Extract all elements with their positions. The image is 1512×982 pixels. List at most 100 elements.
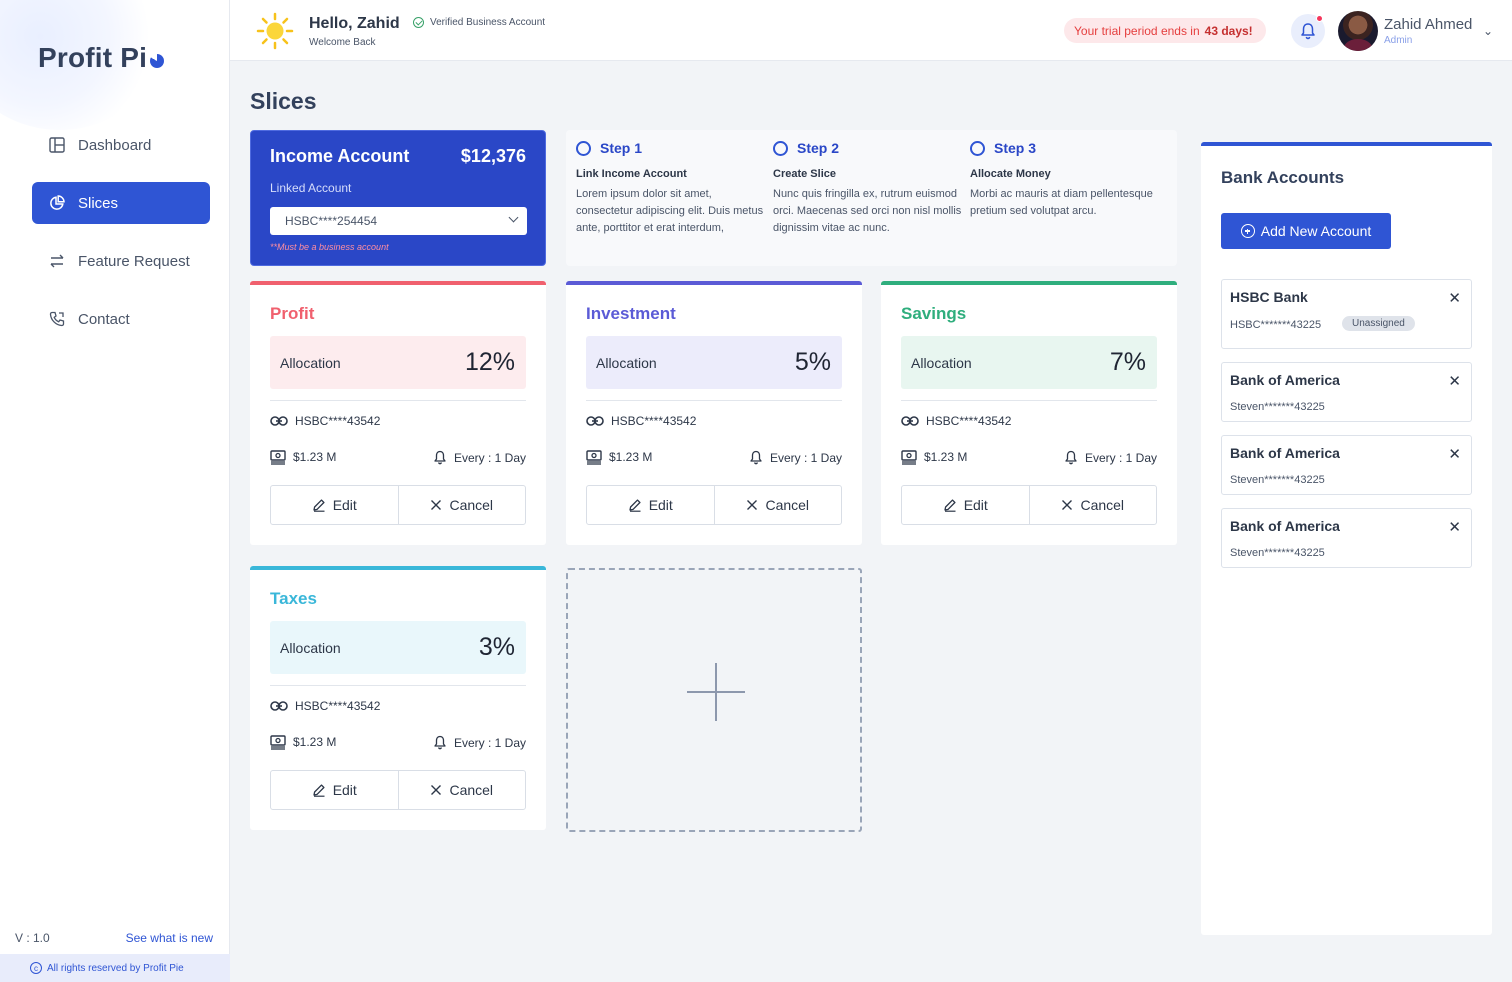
- income-account-card: Income Account $12,376 Linked Account HS…: [250, 130, 546, 266]
- slice-account: HSBC****43542: [901, 414, 1011, 428]
- link-icon: [270, 700, 288, 712]
- slice-frequency: Every : 1 Day: [1064, 450, 1157, 465]
- allocation-box: Allocation 5%: [586, 336, 842, 389]
- avatar[interactable]: [1338, 11, 1378, 51]
- sidebar-item-slices[interactable]: Slices: [32, 182, 210, 224]
- step-description: Morbi ac mauris at diam pellentesque pre…: [970, 188, 1153, 217]
- cancel-button[interactable]: Cancel: [397, 771, 526, 809]
- sidebar-item-dashboard[interactable]: Dashboard: [32, 124, 210, 166]
- slice-name: Savings: [901, 304, 967, 323]
- bank-accounts-panel: Bank Accounts Add New Account HSBC Bank …: [1201, 142, 1492, 935]
- sidebar-item-contact[interactable]: Contact: [32, 298, 210, 340]
- add-new-account-button[interactable]: Add New Account: [1221, 213, 1391, 249]
- verified-text: Verified Business Account: [430, 17, 546, 28]
- edit-button[interactable]: Edit: [271, 771, 398, 809]
- bank-name: Bank of America: [1230, 518, 1340, 534]
- close-icon: [430, 499, 442, 511]
- bank-name: HSBC Bank: [1230, 289, 1308, 305]
- linked-account-select[interactable]: HSBC****254454: [270, 207, 527, 235]
- step-title: Step 1: [600, 140, 643, 156]
- business-account-note: **Must be a business account: [270, 242, 389, 252]
- edit-button[interactable]: Edit: [587, 486, 714, 524]
- edit-button[interactable]: Edit: [271, 486, 398, 524]
- bank-account-card[interactable]: HSBC Bank HSBC*******43225 Unassigned ✕: [1221, 279, 1472, 349]
- cancel-button[interactable]: Cancel: [713, 486, 842, 524]
- allocation-value: 7%: [1109, 348, 1146, 376]
- bell-icon: [433, 450, 447, 465]
- sidebar-item-label: Contact: [78, 310, 130, 328]
- cancel-button[interactable]: Cancel: [397, 486, 526, 524]
- banknote-icon: [270, 734, 286, 750]
- add-slice-button[interactable]: [566, 568, 862, 832]
- chevron-down-icon[interactable]: ⌄: [1483, 24, 1494, 38]
- pencil-icon: [312, 498, 326, 512]
- step-3: Step 3 Allocate Money Morbi ac mauris at…: [970, 140, 1165, 220]
- cancel-label: Cancel: [1080, 497, 1125, 513]
- slice-actions: Edit Cancel: [270, 485, 526, 525]
- slice-account-number: HSBC****43542: [295, 414, 381, 428]
- edit-label: Edit: [332, 782, 357, 798]
- greeting-text: Hello, Zahid: [309, 15, 400, 32]
- bank-name: Bank of America: [1230, 372, 1340, 388]
- bell-icon: [1301, 23, 1315, 40]
- bank-account-card[interactable]: Bank of America Steven*******43225 ✕: [1221, 362, 1472, 422]
- slice-amount-value: $1.23 M: [609, 450, 653, 464]
- allocation-label: Allocation: [911, 354, 972, 371]
- slice-frequency-value: Every : 1 Day: [769, 450, 842, 465]
- plus-icon-vertical: [715, 663, 717, 721]
- cancel-label: Cancel: [449, 782, 494, 798]
- sidebar-item-feature-request[interactable]: Feature Request: [32, 240, 210, 282]
- sidebar-item-label: Slices: [78, 194, 119, 212]
- slice-card-taxes: Taxes Allocation 3% HSBC****43542 $1.23 …: [250, 566, 546, 830]
- bank-account-card[interactable]: Bank of America Steven*******43225 ✕: [1221, 435, 1472, 495]
- status-badge: Unassigned: [1342, 316, 1415, 331]
- plus-circle-icon: [1240, 224, 1255, 238]
- slice-frequency-value: Every : 1 Day: [453, 450, 526, 465]
- step-2: Step 2 Create Slice Nunc quis fringilla …: [773, 140, 968, 237]
- bank-account-number: Steven*******43225: [1230, 547, 1325, 559]
- app-logo[interactable]: Profit Pi: [38, 42, 165, 74]
- bank-account-number: HSBC*******43225: [1230, 319, 1322, 331]
- slice-account-number: HSBC****43542: [926, 414, 1012, 428]
- slice-amount-value: $1.23 M: [924, 450, 968, 464]
- allocation-box: Allocation 12%: [270, 336, 526, 389]
- step-description: Nunc quis fringilla ex, rutrum euismod o…: [773, 188, 962, 234]
- pencil-icon: [312, 783, 326, 797]
- layout-icon: [48, 136, 66, 154]
- sidebar-footer: c All rights reserved by Profit Pie: [0, 954, 230, 982]
- bank-account-card[interactable]: Bank of America Steven*******43225 ✕: [1221, 508, 1472, 568]
- link-icon: [586, 415, 604, 427]
- swap-arrows-icon: [48, 252, 66, 270]
- whats-new-link[interactable]: See what is new: [125, 931, 213, 945]
- user-role: Admin: [1384, 35, 1413, 46]
- close-icon[interactable]: ✕: [1448, 290, 1461, 307]
- slice-color-bar: [566, 281, 862, 285]
- step-1: Step 1 Link Income Account Lorem ipsum d…: [576, 140, 771, 237]
- edit-label: Edit: [648, 497, 673, 513]
- close-icon: [1061, 499, 1073, 511]
- close-icon[interactable]: ✕: [1448, 446, 1461, 463]
- edit-button[interactable]: Edit: [902, 486, 1029, 524]
- logo-text: Profit Pi: [38, 42, 148, 73]
- divider: [270, 400, 526, 401]
- slice-actions: Edit Cancel: [270, 770, 526, 810]
- notifications-button[interactable]: [1291, 14, 1325, 48]
- allocation-value: 5%: [794, 348, 831, 376]
- allocation-value: 3%: [478, 633, 515, 661]
- step-title: Step 3: [994, 140, 1037, 156]
- notification-dot: [1316, 15, 1323, 22]
- verified-badge: Verified Business Account: [413, 17, 545, 28]
- slice-color-bar: [250, 281, 546, 285]
- edit-label: Edit: [332, 497, 357, 513]
- slice-frequency-value: Every : 1 Day: [1084, 450, 1157, 465]
- divider: [586, 400, 842, 401]
- step-description: Lorem ipsum dolor sit amet, consectetur …: [576, 188, 764, 234]
- pencil-icon: [943, 498, 957, 512]
- user-name[interactable]: Zahid Ahmed: [1384, 16, 1473, 33]
- allocation-label: Allocation: [280, 639, 341, 656]
- cancel-button[interactable]: Cancel: [1028, 486, 1157, 524]
- close-icon[interactable]: ✕: [1448, 519, 1461, 536]
- slice-color-bar: [250, 566, 546, 570]
- divider: [901, 400, 1157, 401]
- close-icon[interactable]: ✕: [1448, 373, 1461, 390]
